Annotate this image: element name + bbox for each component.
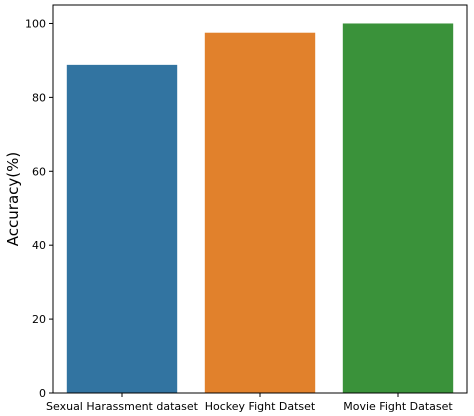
x-axis-ticks: Sexual Harassment dataset Hockey Fight Da… bbox=[46, 393, 453, 413]
bar-3 bbox=[342, 23, 454, 393]
x-tick-label-1: Sexual Harassment dataset bbox=[46, 400, 199, 413]
y-tick-label-80: 80 bbox=[32, 91, 46, 104]
y-tick-label-40: 40 bbox=[32, 239, 46, 252]
y-tick-label-100: 100 bbox=[25, 17, 46, 30]
x-tick-label-3: Movie Fight Dataset bbox=[343, 400, 453, 413]
y-tick-label-20: 20 bbox=[32, 313, 46, 326]
bars-group bbox=[66, 23, 454, 393]
y-tick-label-60: 60 bbox=[32, 165, 46, 178]
bar-2 bbox=[204, 32, 316, 393]
bar-1 bbox=[66, 64, 178, 393]
y-axis-ticks: 0 20 40 60 80 100 bbox=[25, 17, 53, 400]
y-axis-title: Accuracy(%) bbox=[4, 152, 22, 246]
plot-frame bbox=[52, 4, 468, 394]
y-tick-label-0: 0 bbox=[39, 387, 46, 400]
x-tick-label-2: Hockey Fight Datset bbox=[205, 400, 316, 413]
